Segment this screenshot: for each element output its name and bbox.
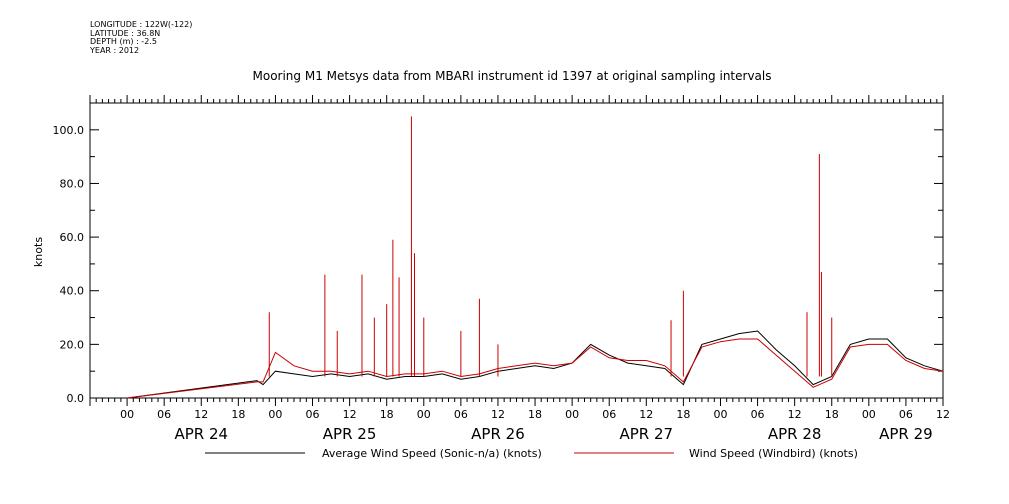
series-average-line: [127, 330, 944, 399]
x-hour-label: 18: [676, 408, 690, 421]
x-hour-label: 00: [120, 408, 134, 421]
y-tick-label: 100.0: [53, 124, 85, 137]
year-text: YEAR : 2012: [90, 45, 140, 55]
x-hour-label: 00: [565, 408, 579, 421]
y-axis-label: knots: [32, 237, 45, 267]
x-hour-label: 06: [751, 408, 765, 421]
x-hour-label: 12: [936, 408, 950, 421]
x-hour-label: 18: [825, 408, 839, 421]
x-hour-label: 12: [343, 408, 357, 421]
x-hour-label: 18: [528, 408, 542, 421]
x-hour-label: 06: [899, 408, 913, 421]
x-hour-label: 12: [194, 408, 208, 421]
x-day-label: APR 26: [471, 425, 525, 443]
y-tick-label: 20.0: [60, 338, 85, 351]
latitude-text: LATITUDE : 36.8N: [90, 28, 161, 38]
x-hour-label: 06: [157, 408, 171, 421]
x-hour-label: 12: [491, 408, 505, 421]
x-axis: 00 06 12 18 00 06 12 18 00 06 12 18 00 06 12 18 00 06 12 18…: [89, 95, 950, 443]
x-hour-label: 06: [454, 408, 468, 421]
x-hour-label: 00: [268, 408, 282, 421]
x-hour-label: 06: [602, 408, 616, 421]
x-day-label: APR 27: [620, 425, 674, 443]
x-hour-label: 00: [862, 408, 876, 421]
y-tick-label: 80.0: [60, 177, 85, 190]
x-hour-label: 12: [788, 408, 802, 421]
x-day-label: APR 24: [174, 425, 228, 443]
y-tick-label: 60.0: [60, 231, 85, 244]
y-axis: 0.0 20.0 40.0 60.0 80.0 100.0: [53, 102, 943, 405]
x-hour-label: 00: [417, 408, 431, 421]
y-tick-label: 0.0: [67, 392, 85, 405]
x-day-label: APR 25: [323, 425, 377, 443]
x-hour-label: 12: [639, 408, 653, 421]
mooring-metadata: LONGITUDE : 122W(-122) LATITUDE : 36.8N …: [90, 20, 193, 55]
y-tick-label: 40.0: [60, 285, 85, 298]
x-day-label: APR 29: [879, 425, 933, 443]
depth-text: DEPTH (m) : -2.5: [90, 37, 157, 47]
x-hour-label: 18: [231, 408, 245, 421]
x-hour-label: 06: [306, 408, 320, 421]
x-day-label: APR 28: [768, 425, 822, 443]
legend: Average Wind Speed (Sonic-n/a) (knots) W…: [205, 447, 858, 460]
plot-frame: [89, 102, 944, 399]
series-layer: [127, 116, 944, 399]
x-hour-label: 18: [380, 408, 394, 421]
x-hour-label: 00: [713, 408, 727, 421]
series-windbird-line: [127, 338, 944, 399]
legend-label-windbird: Wind Speed (Windbird) (knots): [689, 447, 858, 460]
legend-label-average: Average Wind Speed (Sonic-n/a) (knots): [322, 447, 542, 460]
plot-border: [89, 102, 944, 399]
longitude-text: LONGITUDE : 122W(-122): [90, 20, 193, 29]
chart-title: Mooring M1 Metsys data from MBARI instru…: [253, 69, 772, 83]
